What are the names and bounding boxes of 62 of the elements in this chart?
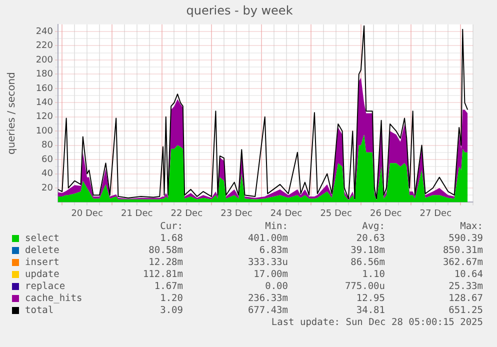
- text: 34.81: [355, 305, 385, 317]
- y-tick-label: 80: [42, 140, 54, 151]
- text: 3.09: [159, 305, 183, 317]
- x-tick-label: 25 Dec: [320, 208, 352, 219]
- y-tick-label: 20: [42, 183, 54, 194]
- text: 80.58m: [148, 245, 183, 257]
- y-tick-label: 40: [42, 169, 54, 180]
- text: 1.20: [159, 293, 183, 305]
- x-tick-label: 24 Dec: [270, 208, 302, 219]
- y-tick-label: 240: [36, 26, 54, 37]
- text: 12.95: [355, 293, 385, 305]
- text: Last update: Sun Dec 28 05:00:15 2025: [271, 317, 483, 328]
- text: Min:: [264, 221, 288, 233]
- text: 850.31m: [442, 245, 483, 257]
- y-axis-title: queries / second: [6, 72, 18, 155]
- text: 6.83m: [258, 245, 288, 257]
- text: 17.00m: [252, 269, 288, 281]
- text: 0.00: [264, 281, 288, 293]
- text: 86.56m: [350, 257, 385, 269]
- legend-label: select: [24, 233, 60, 245]
- legend-label: update: [24, 269, 60, 281]
- text: 39.18m: [350, 245, 385, 257]
- text: 590.39: [448, 233, 483, 245]
- text: Avg:: [361, 221, 385, 233]
- chart-title: queries - by week: [186, 3, 293, 18]
- text: 775.00u: [344, 281, 385, 293]
- text: 112.81m: [142, 269, 183, 281]
- y-tick-label: 200: [36, 55, 54, 66]
- text: 10.64: [453, 269, 483, 281]
- y-tick-label: 220: [36, 41, 54, 52]
- text: 651.25: [448, 305, 483, 317]
- legend-label: cache_hits: [24, 293, 84, 305]
- y-tick-label: 160: [36, 84, 54, 94]
- text: Max:: [459, 221, 483, 233]
- x-tick-label: 22 Dec: [170, 208, 203, 219]
- text: 12.28m: [148, 257, 183, 269]
- text: 333.33u: [246, 257, 288, 269]
- legend-label: delete: [24, 245, 60, 257]
- text: Cur:: [159, 221, 183, 233]
- y-tick-label: 120: [36, 112, 54, 122]
- text: 1.68: [159, 233, 183, 245]
- y-tick-label: 140: [36, 98, 54, 108]
- text: 1.10: [361, 269, 385, 281]
- legend-label: total: [24, 305, 55, 317]
- legend-label: replace: [24, 281, 66, 293]
- text: 236.33m: [246, 293, 288, 305]
- legend-label: insert: [24, 257, 60, 269]
- text: 20.63: [355, 233, 385, 245]
- y-tick-label: 60: [42, 154, 54, 165]
- text: 1.67m: [153, 281, 183, 293]
- x-tick-label: 27 Dec: [420, 208, 452, 219]
- text: 401.00m: [246, 233, 288, 245]
- x-tick-label: 20 Dec: [71, 208, 103, 219]
- text: 25.33m: [448, 281, 483, 293]
- text: 677.43m: [246, 305, 288, 317]
- y-tick-label: 100: [36, 126, 54, 136]
- text: 128.67: [448, 293, 483, 305]
- x-tick-label: 26 Dec: [370, 208, 402, 219]
- text: 362.67m: [442, 257, 483, 269]
- x-tick-label: 23 Dec: [220, 208, 252, 219]
- y-tick-label: 180: [36, 70, 54, 80]
- x-tick-label: 21 Dec: [120, 208, 153, 219]
